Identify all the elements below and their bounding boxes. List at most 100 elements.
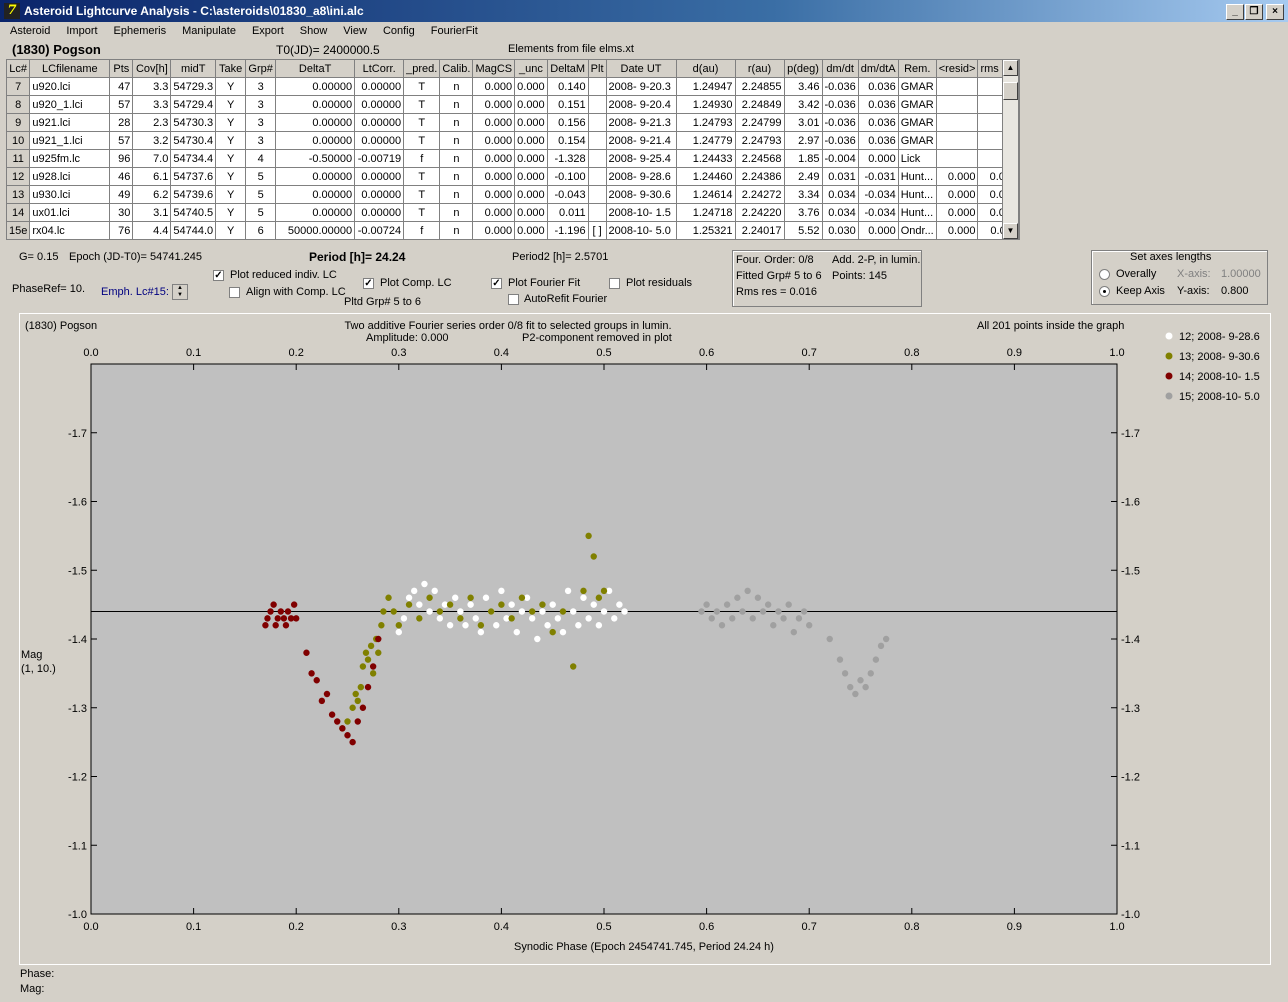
table-cell[interactable]: Ondr... [897, 221, 937, 240]
table-cell[interactable]: -1.328 [546, 149, 589, 168]
table-row[interactable]: 10 u921_1.lci 57 3.2 54730.4 Y 3 0.00000 0.00000… [5, 131, 1021, 150]
table-cell[interactable] [587, 203, 607, 222]
table-cell[interactable]: 0.036 [857, 77, 899, 96]
xaxis-value[interactable]: 1.00000 [1221, 268, 1261, 280]
table-cell[interactable]: 2.24272 [734, 185, 785, 204]
table-cell[interactable]: 54740.5 [170, 203, 217, 222]
column-header[interactable]: Calib. [439, 59, 474, 78]
restore-icon[interactable]: ❐ [1245, 4, 1263, 20]
table-cell[interactable]: 3.42 [783, 95, 823, 114]
table-cell[interactable]: Y [215, 149, 247, 168]
table-cell[interactable]: 28 [109, 113, 134, 132]
table-cell[interactable]: 0.000 [514, 203, 548, 222]
keep-axis-radio[interactable] [1099, 286, 1110, 297]
table-cell[interactable]: 76 [109, 221, 134, 240]
table-cell[interactable]: 0.030 [821, 221, 859, 240]
table-cell[interactable]: 0.000 [472, 203, 516, 222]
table-cell[interactable]: f [403, 221, 441, 240]
table-cell[interactable]: 2008- 9-20.3 [605, 77, 677, 96]
menu-asteroid[interactable]: Asteroid [10, 25, 51, 37]
table-cell[interactable]: 0.000 [935, 203, 979, 222]
table-cell[interactable]: -0.50000 [275, 149, 356, 168]
table-cell[interactable]: 54730.3 [170, 113, 217, 132]
table-cell[interactable]: GMAR [897, 95, 937, 114]
column-header[interactable]: LtCorr. [354, 59, 405, 78]
table-cell[interactable]: n [439, 131, 474, 150]
table-cell[interactable]: 46 [109, 167, 134, 186]
table-cell[interactable]: n [439, 167, 474, 186]
plot-residuals-checkbox[interactable] [609, 278, 620, 289]
table-cell[interactable] [587, 77, 607, 96]
table-cell[interactable]: 4.4 [132, 221, 172, 240]
table-cell[interactable]: -0.034 [857, 185, 899, 204]
table-cell[interactable]: n [439, 95, 474, 114]
emph-lc-stepper[interactable]: ▲ ▼ [172, 284, 188, 300]
table-cell[interactable]: 0.00000 [275, 167, 356, 186]
table-cell[interactable]: Y [215, 95, 247, 114]
table-cell[interactable]: -0.00719 [354, 149, 405, 168]
table-cell[interactable]: 0.000 [857, 221, 899, 240]
table-cell[interactable]: 0.000 [935, 221, 979, 240]
column-header[interactable]: midT [170, 59, 217, 78]
column-header[interactable]: d(au) [675, 59, 736, 78]
table-cell[interactable]: 0.000 [514, 221, 548, 240]
table-cell[interactable]: 0.000 [472, 131, 516, 150]
table-cell[interactable]: 3.2 [132, 131, 172, 150]
column-header[interactable]: _unc [514, 59, 548, 78]
table-cell[interactable]: -1.196 [546, 221, 589, 240]
column-header[interactable]: Date UT [605, 59, 677, 78]
table-cell[interactable]: 2.24793 [734, 131, 785, 150]
table-cell[interactable]: 0.00000 [275, 113, 356, 132]
row-header[interactable]: 8 [5, 95, 31, 114]
column-header[interactable]: Plt [587, 59, 607, 78]
menu-show[interactable]: Show [299, 25, 328, 37]
menu-view[interactable]: View [343, 25, 367, 37]
table-cell[interactable] [935, 149, 979, 168]
table-cell[interactable]: 2.24855 [734, 77, 785, 96]
column-header[interactable]: DeltaT [275, 59, 356, 78]
table-cell[interactable]: 0.000 [514, 185, 548, 204]
row-header[interactable]: 14 [5, 203, 31, 222]
table-cell[interactable]: 2008- 9-21.4 [605, 131, 677, 150]
table-cell[interactable]: 2.24386 [734, 167, 785, 186]
table-cell[interactable]: 0.000 [857, 149, 899, 168]
menu-export[interactable]: Export [251, 25, 284, 37]
table-cell[interactable]: 4 [245, 149, 277, 168]
table-row[interactable]: 8 u920_1.lci 57 3.3 54729.4 Y 3 0.00000 0.00000 T… [5, 95, 1021, 114]
table-cell[interactable]: Lick [897, 149, 937, 168]
table-cell[interactable]: 0.000 [472, 95, 516, 114]
table-cell[interactable]: 0.154 [546, 131, 589, 150]
table-cell[interactable]: 0.00000 [354, 185, 405, 204]
yaxis-value[interactable]: 0.800 [1221, 285, 1249, 297]
table-cell[interactable]: 5 [245, 167, 277, 186]
table-cell[interactable]: 6.1 [132, 167, 172, 186]
table-cell[interactable]: 2008- 9-30.6 [605, 185, 677, 204]
table-cell[interactable]: 54730.4 [170, 131, 217, 150]
table-cell[interactable]: 0.00000 [354, 131, 405, 150]
menu-import[interactable]: Import [66, 25, 98, 37]
table-cell[interactable] [587, 131, 607, 150]
overally-radio[interactable] [1099, 269, 1110, 280]
table-row[interactable]: 15e rx04.lc 76 4.4 54744.0 Y 6 50000.00000 -0.00… [5, 221, 1021, 240]
table-cell[interactable] [935, 113, 979, 132]
table-cell[interactable]: 0.000 [472, 149, 516, 168]
menu-manipulate[interactable]: Manipulate [182, 25, 236, 37]
table-cell[interactable]: T [403, 113, 441, 132]
table-cell[interactable]: 2.24220 [734, 203, 785, 222]
table-cell[interactable]: T [403, 203, 441, 222]
minimize-icon[interactable]: _ [1226, 4, 1244, 20]
table-cell[interactable]: -0.034 [857, 203, 899, 222]
column-header[interactable]: Pts [109, 59, 134, 78]
scroll-thumb[interactable] [1003, 82, 1018, 100]
row-header[interactable]: 13 [5, 185, 31, 204]
table-cell[interactable]: 0.00000 [275, 203, 356, 222]
table-cell[interactable]: 3.3 [132, 77, 172, 96]
column-header[interactable]: p(deg) [783, 59, 823, 78]
table-cell[interactable]: 0.00000 [354, 77, 405, 96]
table-cell[interactable]: 3.46 [783, 77, 823, 96]
table-cell[interactable]: 1.24614 [675, 185, 736, 204]
table-cell[interactable]: 96 [109, 149, 134, 168]
